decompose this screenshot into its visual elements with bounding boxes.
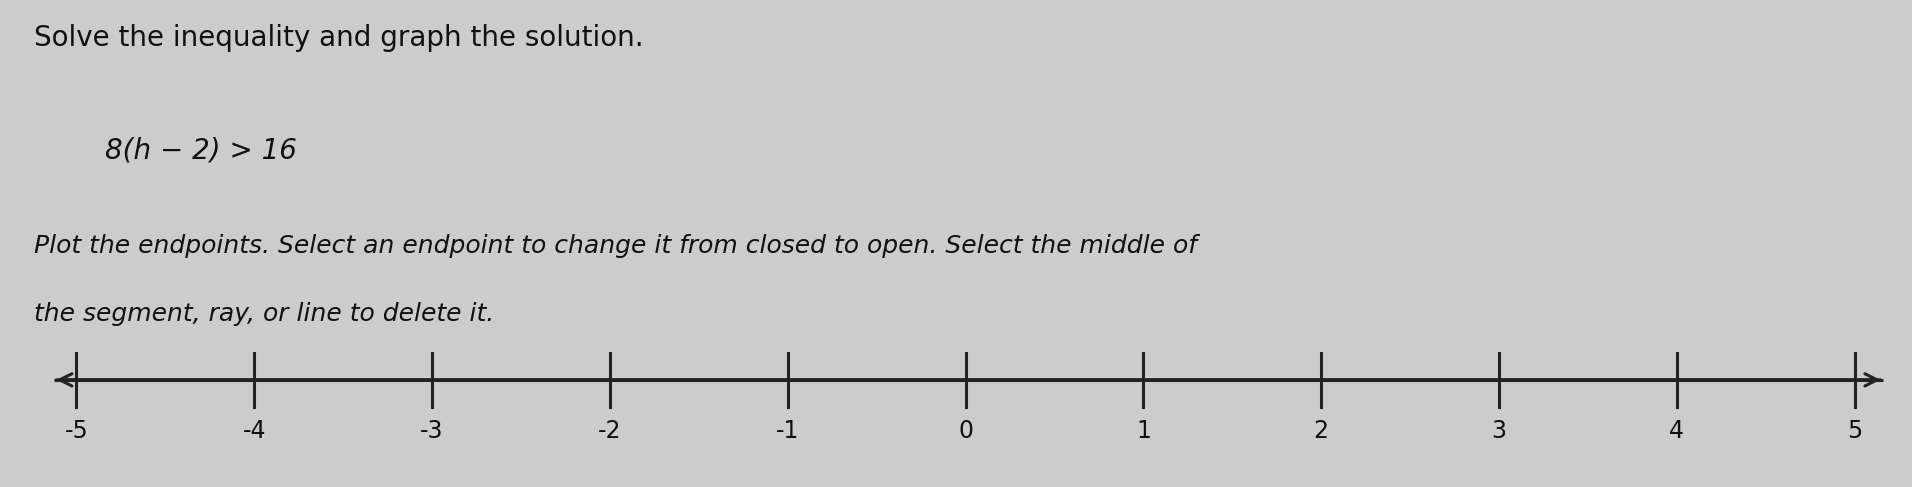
Text: 3: 3 bbox=[1491, 419, 1507, 443]
Text: Plot the endpoints. Select an endpoint to change it from closed to open. Select : Plot the endpoints. Select an endpoint t… bbox=[34, 234, 1197, 258]
Text: 8(h − 2) > 16: 8(h − 2) > 16 bbox=[105, 136, 296, 164]
Text: Solve the inequality and graph the solution.: Solve the inequality and graph the solut… bbox=[34, 24, 644, 52]
Text: -3: -3 bbox=[421, 419, 444, 443]
Text: -5: -5 bbox=[65, 419, 88, 443]
Text: 5: 5 bbox=[1847, 419, 1862, 443]
Text: -2: -2 bbox=[598, 419, 621, 443]
Text: 2: 2 bbox=[1314, 419, 1329, 443]
Text: the segment, ray, or line to delete it.: the segment, ray, or line to delete it. bbox=[34, 302, 495, 326]
Text: 1: 1 bbox=[1136, 419, 1151, 443]
Text: 4: 4 bbox=[1669, 419, 1684, 443]
Text: -1: -1 bbox=[776, 419, 799, 443]
Text: -4: -4 bbox=[243, 419, 266, 443]
Text: 0: 0 bbox=[958, 419, 973, 443]
